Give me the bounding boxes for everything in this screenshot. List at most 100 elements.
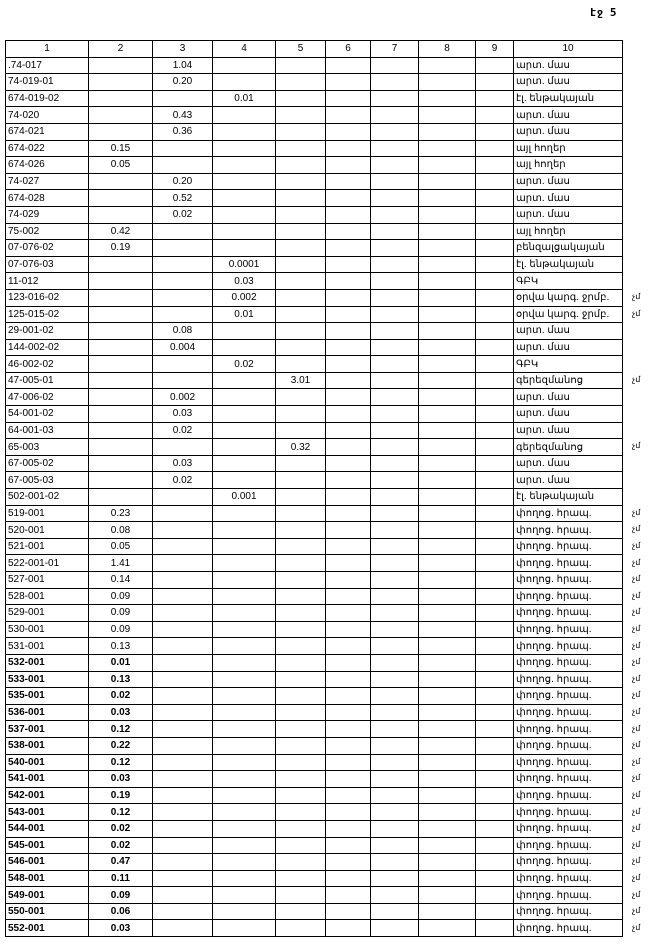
area-cell-col7	[370, 355, 419, 373]
area-cell-col3	[152, 537, 213, 556]
plot-code-cell: 07-076-02	[5, 239, 89, 257]
area-cell-col5	[275, 73, 326, 91]
area-cell-col3: 0.20	[152, 73, 213, 91]
plot-code-cell: 537-001	[5, 720, 89, 738]
land-use-cell: արտ. մաս	[513, 189, 623, 207]
area-cell-col2	[88, 89, 153, 108]
area-cell-col4	[212, 836, 276, 855]
area-cell-col3	[152, 803, 213, 821]
land-use-cell: արտ. մաս	[513, 106, 623, 124]
area-cell-col2: 0.13	[88, 637, 153, 655]
margin-note: չմ	[632, 790, 641, 799]
land-use-cell: օրվա կարգ. ջրմբ.	[513, 305, 623, 324]
land-use-cell: բենզալցակայան	[513, 239, 623, 257]
plot-code-cell: 47-005-01	[5, 371, 89, 390]
plot-code-cell: 502-001-02	[5, 488, 89, 506]
table-row: 125-015-02 0.01 օրվա կարգ. ջրմբ.	[5, 305, 623, 324]
area-cell-col4: 0.03	[212, 272, 276, 290]
area-cell-col8	[418, 604, 476, 622]
area-cell-col7	[370, 853, 419, 871]
area-cell-col4	[212, 587, 276, 606]
area-cell-col7	[370, 156, 419, 174]
area-cell-col2: 0.03	[88, 703, 153, 722]
area-cell-col4: 0.002	[212, 288, 276, 307]
area-cell-col2: 0.03	[88, 919, 153, 938]
area-cell-col3	[152, 736, 213, 755]
area-cell-col8	[418, 637, 476, 655]
area-cell-col7	[370, 902, 419, 921]
area-cell-col3: 0.03	[152, 454, 213, 473]
area-cell-col8	[418, 687, 476, 705]
area-cell-col4: 0.01	[212, 89, 276, 108]
area-cell-col7	[370, 537, 419, 556]
area-cell-col3: 0.02	[152, 421, 213, 440]
column-header-2: 2	[88, 40, 153, 58]
area-cell-col7	[370, 488, 419, 506]
area-cell-col6	[325, 122, 371, 141]
plot-code-cell: 528-001	[5, 587, 89, 606]
land-use-cell: փողոց. հրապ.	[513, 571, 623, 589]
land-use-cell: արտ. մաս	[513, 56, 623, 75]
area-cell-col8	[418, 786, 476, 805]
table-row: 530-001 0.09 փողոց. հրապ.	[5, 620, 623, 639]
plot-code-cell: 75-002	[5, 222, 89, 241]
area-cell-col3	[152, 156, 213, 174]
land-use-cell: էլ. ենթակայան	[513, 89, 623, 108]
plot-code-cell: 532-001	[5, 653, 89, 672]
area-cell-col7	[370, 89, 419, 108]
area-cell-col8	[418, 504, 476, 523]
area-cell-col8	[418, 272, 476, 290]
table-row: 502-001-02 0.001 էլ. ենթակայան	[5, 488, 623, 506]
area-cell-col3	[152, 239, 213, 257]
area-cell-col4	[212, 604, 276, 622]
area-cell-col4	[212, 770, 276, 788]
area-cell-col7	[370, 106, 419, 124]
table-row: 54-001-02 0.03 արտ. մաս	[5, 405, 623, 423]
plot-code-cell: 545-001	[5, 836, 89, 855]
area-cell-col3	[152, 919, 213, 938]
area-cell-col5	[275, 421, 326, 440]
area-cell-col5	[275, 355, 326, 373]
area-cell-col5	[275, 454, 326, 473]
area-cell-col3	[152, 521, 213, 539]
area-cell-col3: 0.004	[152, 338, 213, 357]
area-cell-col7	[370, 919, 419, 938]
land-use-cell: արտ. մաս	[513, 322, 623, 340]
table-row: 520-001 0.08 փողոց. հրապ.	[5, 521, 623, 539]
area-cell-col8	[418, 454, 476, 473]
plot-code-cell: 29-001-02	[5, 322, 89, 340]
area-cell-col5	[275, 770, 326, 788]
area-cell-col3	[152, 653, 213, 672]
area-cell-col9	[475, 322, 514, 340]
area-cell-col6	[325, 454, 371, 473]
area-cell-col7	[370, 753, 419, 772]
area-cell-col2	[88, 288, 153, 307]
table-row: 528-001 0.09 փողոց. հրապ.	[5, 587, 623, 606]
area-cell-col7	[370, 886, 419, 904]
area-cell-col3	[152, 836, 213, 855]
area-cell-col6	[325, 189, 371, 207]
area-cell-col3	[152, 770, 213, 788]
area-cell-col8	[418, 438, 476, 456]
area-cell-col8	[418, 587, 476, 606]
area-cell-col6	[325, 786, 371, 805]
area-cell-col2: 0.23	[88, 504, 153, 523]
area-cell-col2: 0.09	[88, 886, 153, 904]
land-use-cell: այլ հողեր	[513, 139, 623, 158]
margin-note: չմ	[632, 375, 641, 384]
table-row: 11-012 0.03 ԳԲԿ	[5, 272, 623, 290]
area-cell-col5	[275, 156, 326, 174]
plot-code-cell: 542-001	[5, 786, 89, 805]
area-cell-col8	[418, 122, 476, 141]
area-cell-col2: 0.09	[88, 620, 153, 639]
area-cell-col5	[275, 786, 326, 805]
area-cell-col2: 0.22	[88, 736, 153, 755]
area-cell-col7	[370, 305, 419, 324]
area-cell-col4	[212, 853, 276, 871]
column-header-1: 1	[5, 40, 89, 58]
area-cell-col9	[475, 471, 514, 490]
table-row: 544-001 0.02 փողոց. հրապ.	[5, 819, 623, 838]
area-cell-col5	[275, 239, 326, 257]
area-cell-col2: 0.05	[88, 156, 153, 174]
area-cell-col8	[418, 139, 476, 158]
